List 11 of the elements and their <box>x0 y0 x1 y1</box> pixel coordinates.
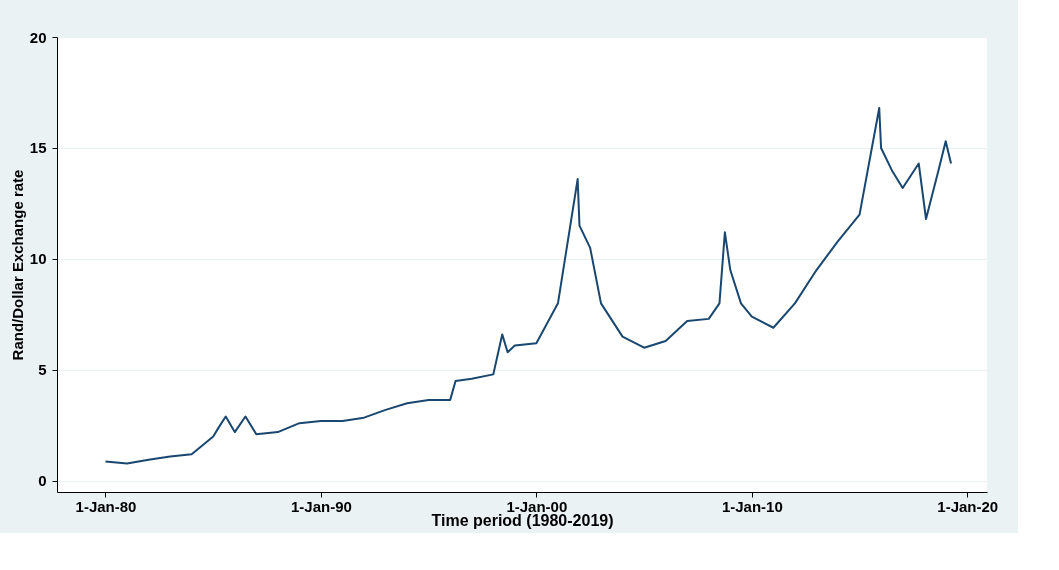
x-tick-label: 1-Jan-20 <box>937 497 999 515</box>
y-tick-label: 20 <box>29 28 47 46</box>
x-tick-label: 1-Jan-90 <box>291 497 352 515</box>
x-tick-label: 1-Jan-10 <box>721 497 783 515</box>
line-series <box>104 107 953 465</box>
x-tick-label: 1-Jan-80 <box>75 497 137 515</box>
y-tick-label: 5 <box>38 361 47 379</box>
y-tick-label: 0 <box>38 472 47 490</box>
y-tick-label: 10 <box>29 250 47 268</box>
y-axis-title: Rand/Dollar Exchange rate <box>8 169 26 361</box>
y-tick-label: 15 <box>29 139 47 157</box>
